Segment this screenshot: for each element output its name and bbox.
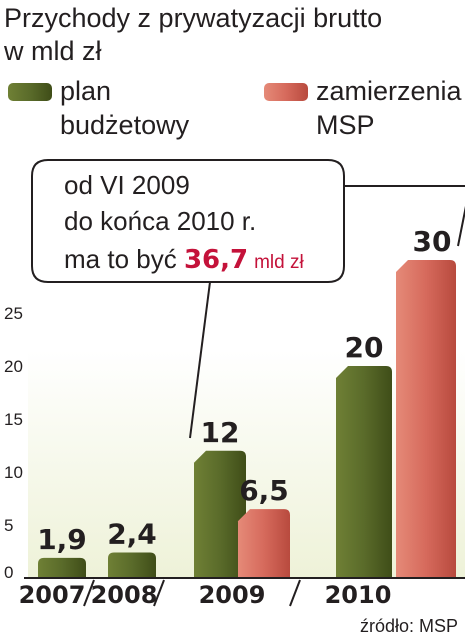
- x-separator-2: [153, 579, 165, 607]
- data-labels: 1,9 2,4 12 6,5 20 30: [37, 225, 451, 556]
- x-axis: 2007 2008 2009 2010: [19, 577, 465, 609]
- data-label-2007-plan: 1,9: [37, 523, 87, 556]
- legend-label-1-2: budżetowy: [60, 110, 190, 140]
- data-label-2008-plan: 2,4: [107, 518, 157, 551]
- data-label-2010-plan: 20: [345, 331, 384, 364]
- callout-line-2: do końca 2010 r.: [64, 206, 256, 236]
- legend-swatch-1: [8, 83, 52, 101]
- bar-2010-plan: [336, 366, 392, 578]
- callout-prefix: ma to być: [64, 244, 184, 274]
- y-tick-20: 20: [4, 357, 23, 376]
- callout-line-3: ma to być 36,7 mld zł: [64, 244, 304, 275]
- x-label-2007: 2007: [19, 581, 86, 609]
- legend-label-1-1: plan: [60, 76, 111, 106]
- source-note: źródło: MSP: [360, 616, 458, 636]
- y-axis: 0 5 10 15 20 25: [4, 304, 23, 582]
- title-line-2: w mld zł: [3, 36, 102, 66]
- y-tick-15: 15: [4, 410, 23, 429]
- x-label-2009: 2009: [199, 581, 266, 609]
- x-separator-3: [289, 579, 301, 607]
- callout-unit: mld zł: [254, 252, 304, 273]
- bar-2009-plan: [194, 450, 246, 578]
- callout-pointer-2010: [344, 185, 465, 247]
- legend-swatch-2: [264, 83, 308, 101]
- bar-2010-msp: [396, 260, 456, 578]
- data-label-2009-plan: 12: [201, 416, 240, 449]
- title-line-1: Przychody z prywatyzacji brutto: [4, 3, 382, 33]
- legend-label-2-2: MSP: [316, 110, 375, 140]
- y-tick-10: 10: [4, 463, 23, 482]
- y-tick-25: 25: [4, 304, 23, 323]
- bar-2008-plan: [108, 552, 156, 578]
- annotation-callout: od VI 2009 do końca 2010 r. ma to być 36,7…: [31, 159, 465, 439]
- callout-value: 36,7: [184, 245, 248, 275]
- y-tick-5: 5: [4, 516, 13, 535]
- data-label-2009-msp: 6,5: [239, 474, 289, 507]
- x-separator-1: [83, 579, 95, 607]
- bar-2007-plan: [38, 557, 86, 578]
- callout-line-1: od VI 2009: [64, 170, 190, 200]
- callout-pointer-2009: [189, 281, 211, 439]
- y-tick-0: 0: [4, 563, 13, 582]
- legend-label-2-1: zamierzenia: [316, 76, 463, 106]
- x-label-2008: 2008: [91, 581, 158, 609]
- bar-2009-msp: [238, 509, 290, 578]
- bars: [38, 260, 456, 578]
- legend: plan budżetowy zamierzenia MSP: [8, 76, 463, 140]
- callout-bubble: [31, 159, 345, 283]
- x-label-2010: 2010: [325, 581, 392, 609]
- data-label-2010-msp: 30: [413, 225, 452, 258]
